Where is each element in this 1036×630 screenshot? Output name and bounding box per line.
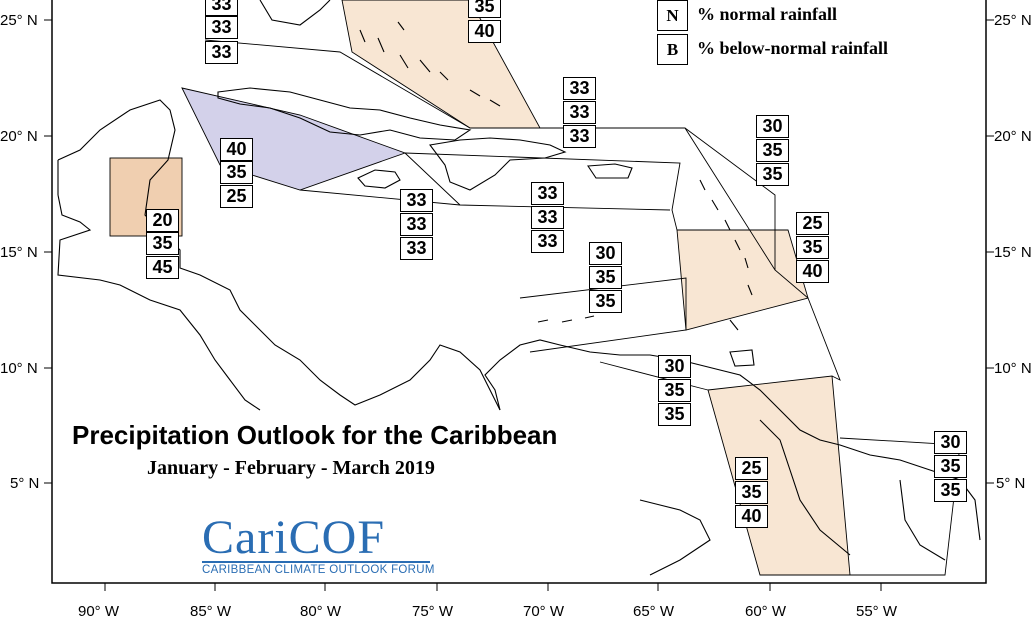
box-value: 30 [589, 242, 622, 265]
box-value: 40 [220, 138, 253, 161]
box-value: 33 [400, 237, 433, 260]
map-frame [51, 0, 987, 584]
region-guyana-above [707, 375, 851, 576]
box-value: 20 [146, 209, 179, 232]
lon-label-85: 85° W [190, 603, 232, 620]
legend-key-below: B [657, 34, 688, 65]
box-value: 33 [531, 206, 564, 229]
box-value: 35 [468, 0, 501, 18]
lat-label-right-15: 15° N [994, 244, 1032, 261]
lon-label-55: 55° W [856, 603, 898, 620]
legend-label-below: % below-normal rainfall [697, 38, 888, 58]
box-value: 35 [589, 290, 622, 313]
box-value: 30 [658, 355, 691, 378]
lat-label-25: 25° N [0, 12, 38, 29]
box-value: 40 [796, 260, 829, 283]
box-value: 33 [205, 16, 238, 39]
box-value: 25 [220, 185, 253, 208]
region-windward-above [676, 229, 809, 331]
box-value: 25 [796, 212, 829, 235]
lon-label-90: 90° W [78, 603, 120, 620]
logo-divider [202, 561, 430, 563]
lat-label-10: 10° N [0, 360, 38, 377]
box-value: 35 [589, 266, 622, 289]
region-cuba-west-below [181, 87, 407, 191]
lat-label-20: 20° N [0, 128, 38, 145]
box-value: 33 [531, 230, 564, 253]
lat-label-right-25: 25° N [994, 12, 1032, 29]
lat-label-right-5: 5° N [996, 475, 1025, 492]
longitude-axis: 90° W 85° W 80° W 75° W 70° W 65° W 60° … [78, 583, 898, 620]
lon-label-70: 70° W [523, 603, 565, 620]
box-value: 35 [796, 236, 829, 259]
box-value: 35 [220, 161, 253, 184]
logo-subtitle: CARIBBEAN CLIMATE OUTLOOK FORUM [202, 564, 435, 576]
map-title: Precipitation Outlook for the Caribbean [72, 420, 558, 450]
box-value: 35 [934, 479, 967, 502]
latitude-axis-right: 25° N 20° N 15° N 10° N 5° N [986, 12, 1032, 492]
box-value: 33 [205, 0, 238, 16]
logo-wordmark: CariCOF [202, 511, 386, 564]
box-value: 35 [756, 163, 789, 186]
lat-label-15: 15° N [0, 244, 38, 261]
caricof-logo: CariCOF CARIBBEAN CLIMATE OUTLOOK FORUM [200, 512, 435, 580]
lat-label-5: 5° N [10, 475, 39, 492]
map-subtitle: January - February - March 2019 [147, 457, 435, 479]
lon-label-60: 60° W [745, 603, 787, 620]
coastlines [57, 0, 981, 576]
lon-label-65: 65° W [633, 603, 675, 620]
box-value: 35 [658, 403, 691, 426]
lat-label-right-20: 20° N [994, 128, 1032, 145]
box-value: 33 [563, 125, 596, 148]
box-value: 35 [146, 232, 179, 255]
legend-label-normal: % normal rainfall [697, 4, 837, 24]
lon-label-75: 75° W [412, 603, 454, 620]
box-value: 33 [563, 77, 596, 100]
box-value: 40 [735, 505, 768, 528]
box-value: 30 [756, 115, 789, 138]
box-value: 35 [658, 379, 691, 402]
box-value: 33 [400, 189, 433, 212]
lat-label-right-10: 10° N [994, 360, 1032, 377]
box-value: 30 [934, 431, 967, 454]
box-value: 33 [400, 213, 433, 236]
lon-label-80: 80° W [300, 603, 342, 620]
box-value: 33 [531, 182, 564, 205]
box-value: 35 [934, 455, 967, 478]
box-value: 33 [563, 101, 596, 124]
legend-key-normal: N [657, 0, 688, 31]
region-turks-caicos-above [341, 0, 541, 129]
box-value: 25 [735, 457, 768, 480]
latitude-axis-left: 25° N 20° N 15° N 10° N 5° N [0, 12, 52, 492]
box-value: 45 [146, 256, 179, 279]
box-value: 33 [205, 41, 238, 64]
box-value: 35 [756, 139, 789, 162]
box-value: 35 [735, 481, 768, 504]
box-value: 40 [468, 20, 501, 43]
